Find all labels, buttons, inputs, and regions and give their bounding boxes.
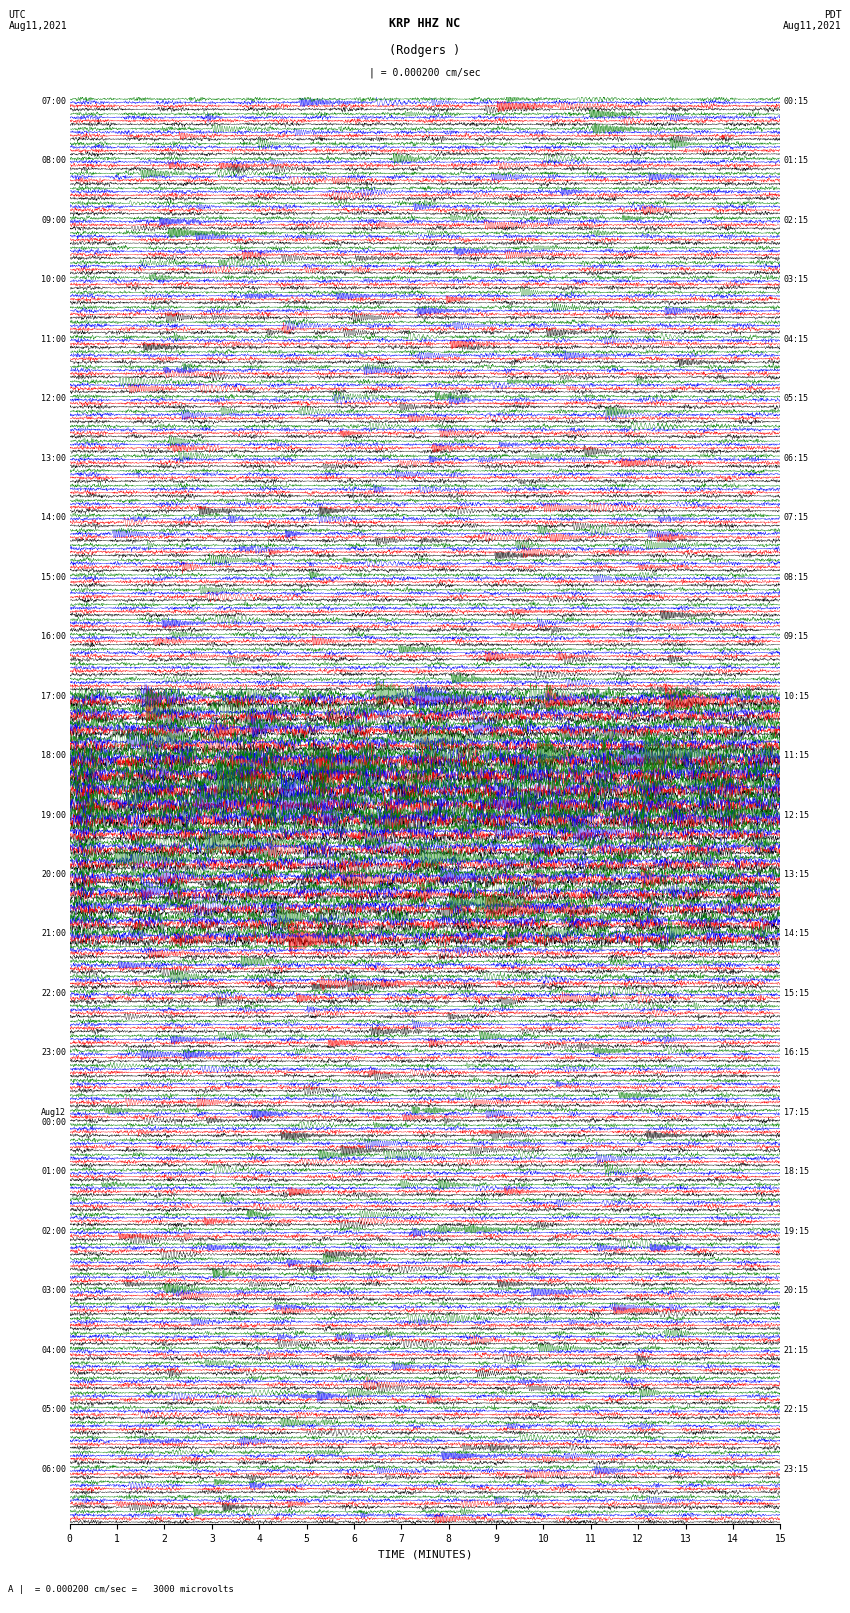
- Text: 00:15: 00:15: [784, 97, 808, 106]
- Text: 09:15: 09:15: [784, 632, 808, 640]
- Text: 01:00: 01:00: [42, 1168, 66, 1176]
- Text: KRP HHZ NC: KRP HHZ NC: [389, 18, 461, 31]
- Text: 05:00: 05:00: [42, 1405, 66, 1415]
- Text: 07:00: 07:00: [42, 97, 66, 106]
- Text: 07:15: 07:15: [784, 513, 808, 523]
- Text: PDT
Aug11,2021: PDT Aug11,2021: [783, 10, 842, 31]
- Text: 18:15: 18:15: [784, 1168, 808, 1176]
- Text: Aug12
00:00: Aug12 00:00: [42, 1108, 66, 1127]
- Text: 13:00: 13:00: [42, 453, 66, 463]
- Text: 22:00: 22:00: [42, 989, 66, 998]
- Text: 21:00: 21:00: [42, 929, 66, 939]
- Text: 09:00: 09:00: [42, 216, 66, 224]
- Text: 22:15: 22:15: [784, 1405, 808, 1415]
- Text: 05:15: 05:15: [784, 394, 808, 403]
- Text: 03:15: 03:15: [784, 276, 808, 284]
- Text: 14:15: 14:15: [784, 929, 808, 939]
- Text: 18:00: 18:00: [42, 752, 66, 760]
- Text: 16:15: 16:15: [784, 1048, 808, 1058]
- Text: 11:00: 11:00: [42, 336, 66, 344]
- Text: 16:00: 16:00: [42, 632, 66, 640]
- Text: 01:15: 01:15: [784, 156, 808, 165]
- Text: 23:00: 23:00: [42, 1048, 66, 1058]
- Text: 06:00: 06:00: [42, 1465, 66, 1474]
- Text: 17:15: 17:15: [784, 1108, 808, 1116]
- Text: | = 0.000200 cm/sec: | = 0.000200 cm/sec: [369, 68, 481, 79]
- Text: 21:15: 21:15: [784, 1345, 808, 1355]
- Text: 02:00: 02:00: [42, 1227, 66, 1236]
- X-axis label: TIME (MINUTES): TIME (MINUTES): [377, 1550, 473, 1560]
- Text: 14:00: 14:00: [42, 513, 66, 523]
- Text: 12:00: 12:00: [42, 394, 66, 403]
- Text: (Rodgers ): (Rodgers ): [389, 44, 461, 56]
- Text: 19:15: 19:15: [784, 1227, 808, 1236]
- Text: 15:00: 15:00: [42, 573, 66, 582]
- Text: 04:00: 04:00: [42, 1345, 66, 1355]
- Text: 08:00: 08:00: [42, 156, 66, 165]
- Text: A |  = 0.000200 cm/sec =   3000 microvolts: A | = 0.000200 cm/sec = 3000 microvolts: [8, 1584, 235, 1594]
- Text: 19:00: 19:00: [42, 811, 66, 819]
- Text: UTC
Aug11,2021: UTC Aug11,2021: [8, 10, 67, 31]
- Text: 02:15: 02:15: [784, 216, 808, 224]
- Text: 13:15: 13:15: [784, 869, 808, 879]
- Text: 10:00: 10:00: [42, 276, 66, 284]
- Text: 11:15: 11:15: [784, 752, 808, 760]
- Text: 20:15: 20:15: [784, 1287, 808, 1295]
- Text: 10:15: 10:15: [784, 692, 808, 700]
- Text: 17:00: 17:00: [42, 692, 66, 700]
- Text: 08:15: 08:15: [784, 573, 808, 582]
- Text: 06:15: 06:15: [784, 453, 808, 463]
- Text: 15:15: 15:15: [784, 989, 808, 998]
- Text: 04:15: 04:15: [784, 336, 808, 344]
- Text: 03:00: 03:00: [42, 1287, 66, 1295]
- Text: 23:15: 23:15: [784, 1465, 808, 1474]
- Text: 12:15: 12:15: [784, 811, 808, 819]
- Text: 20:00: 20:00: [42, 869, 66, 879]
